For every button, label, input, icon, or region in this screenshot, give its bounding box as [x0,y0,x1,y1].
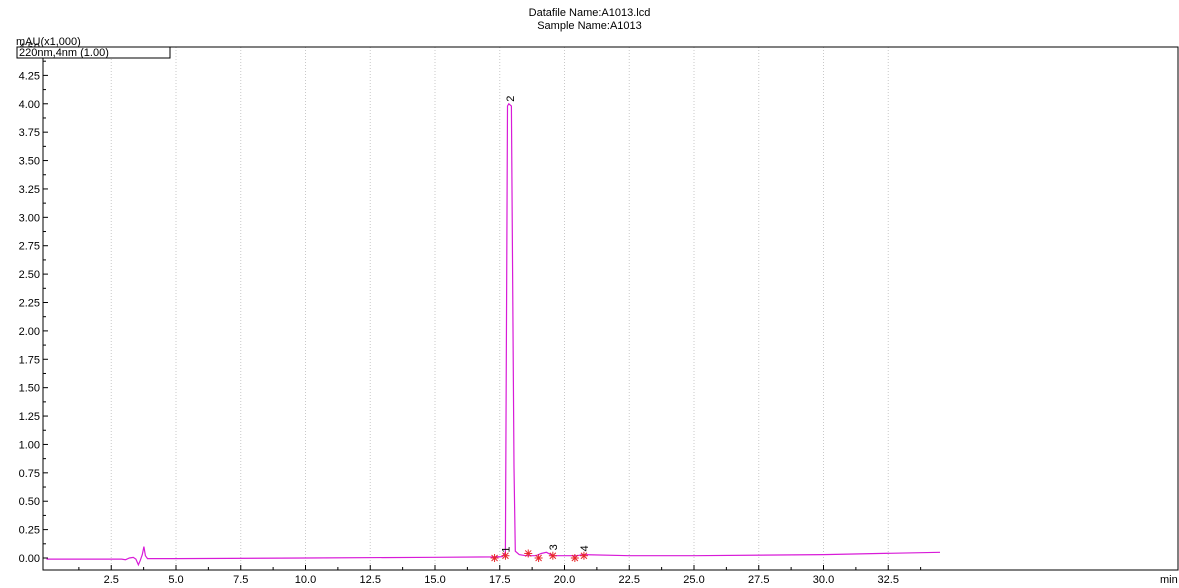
series-line [46,102,941,567]
y-axis-unit-label: mAU(x1,000) [16,36,81,48]
integration-mark [501,551,510,560]
x-tick-label: 2.5 [104,574,119,586]
integration-mark [579,551,588,560]
legend: 220nm,4nm (1.00) [16,46,171,59]
y-tick-label: 1.75 [19,354,40,366]
y-tick-label: 1.25 [19,411,40,423]
grid [110,47,889,570]
y-tick-label: 0.50 [19,496,40,508]
x-tick-label: 30.0 [813,574,834,586]
x-tick-label: 17.5 [489,574,510,586]
x-axis-unit-label: min [1160,574,1178,586]
x-tick-label: 10.0 [295,574,316,586]
y-tick-label: 1.50 [19,383,40,395]
integration-mark [534,554,543,562]
y-tick-label: 4.25 [19,70,40,82]
integration-mark [524,549,533,558]
y-tick-label: 2.75 [19,241,40,253]
legend-box [16,46,171,59]
x-tick-label: 12.5 [360,574,381,586]
x-tick-label: 5.0 [168,574,183,586]
y-tick-label: 4.00 [19,99,40,111]
y-tick-label: 2.50 [19,269,40,281]
legend-label: 220nm,4nm (1.00) [19,47,109,59]
integration-marks [490,549,588,562]
peak-label: 1 [500,546,512,552]
series-group [46,102,941,567]
x-tick-label: 27.5 [748,574,769,586]
y-tick-label: 1.00 [19,439,40,451]
y-tick-label: 2.25 [19,298,40,310]
peak-label: 2 [505,96,517,102]
y-tick-label: 3.50 [19,156,40,168]
y-tick-label: 0.75 [19,468,40,480]
integration-mark [490,554,499,562]
x-tick-label: 7.5 [233,574,248,586]
integration-mark [548,551,557,560]
datafile-name: Datafile Name:A1013.lcd [528,7,651,19]
y-tick-label: 0.25 [19,525,40,537]
y-axis: 0.00 0.25 0.50 0.75 1.00 1.25 1.50 1.75 2.00 2.25… [19,42,48,565]
x-tick-label: 25.0 [683,574,704,586]
x-tick-label: 15.0 [424,574,445,586]
peak-labels: 1 2 3 4 [500,96,590,553]
x-axis: 2.5 5.0 7.5 10.0 12.5 15.0 17.5 20.0 22.5 25.0 27.… [78,565,922,586]
y-tick-label: 3.25 [19,184,40,196]
y-tick-label: 3.75 [19,127,40,139]
peak-label: 3 [548,544,560,550]
plot-frame [42,46,1179,571]
chart-header: Datafile Name:A1013.lcd Sample Name:A101… [0,7,1179,33]
y-tick-label: 2.00 [19,326,40,338]
x-tick-label: 20.0 [554,574,575,586]
x-tick-label: 22.5 [619,574,640,586]
integration-mark [570,554,579,562]
y-tick-label: 3.00 [19,212,40,224]
x-tick-label: 32.5 [878,574,899,586]
sample-name: Sample Name:A1013 [537,20,642,32]
peak-label: 4 [579,545,591,551]
y-tick-label: 0.00 [19,553,40,565]
